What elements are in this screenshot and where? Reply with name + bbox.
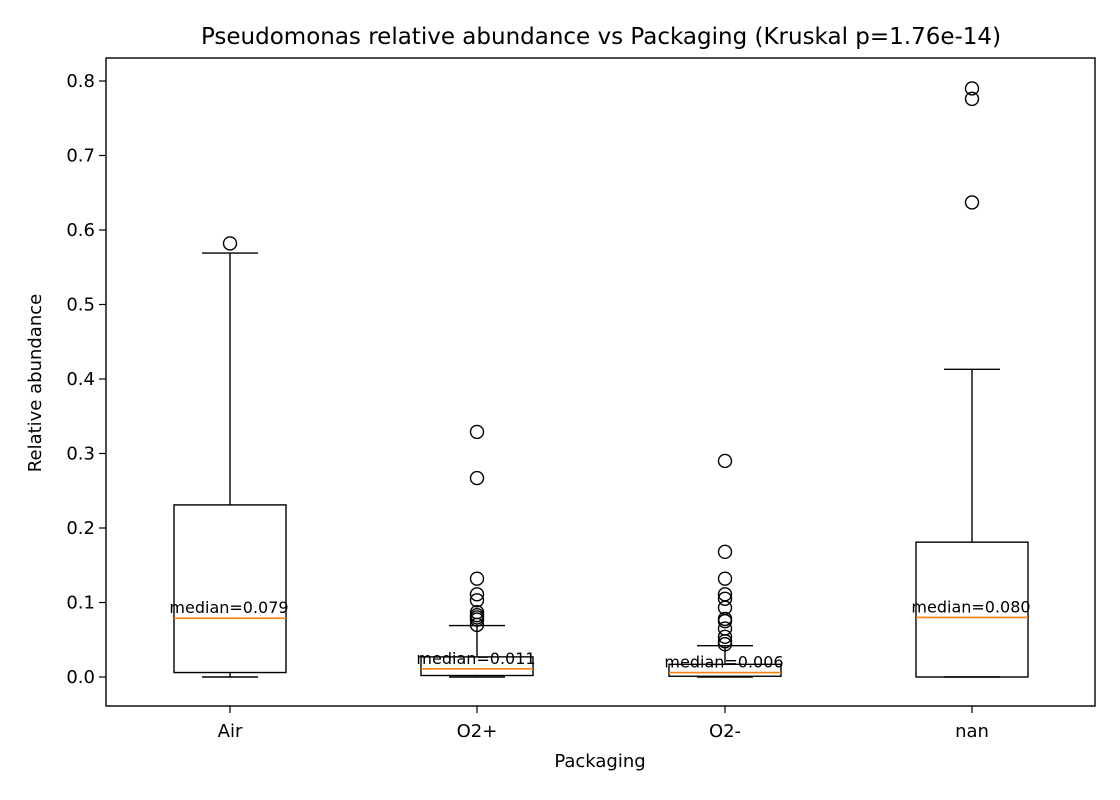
- x-axis: Air O2+ O2- nan: [218, 706, 989, 742]
- box-group-nan: median=0.080: [911, 81, 1031, 678]
- median-label: median=0.079: [169, 598, 288, 617]
- box: [915, 541, 1029, 678]
- y-tick-label: 0.7: [66, 146, 95, 167]
- x-tick-label: O2+: [457, 721, 498, 742]
- outlier-point: [717, 571, 733, 586]
- chart-title: Pseudomonas relative abundance vs Packag…: [201, 24, 1001, 50]
- box-group-O2-: median=0.006: [664, 453, 784, 678]
- outlier-point: [717, 621, 733, 636]
- box: [420, 656, 534, 677]
- y-tick-label: 0.3: [66, 444, 95, 465]
- x-axis-label: Packaging: [554, 751, 645, 772]
- y-tick-label: 0.2: [66, 518, 95, 539]
- box-group-O2+: median=0.011: [416, 424, 536, 678]
- box: [173, 504, 287, 674]
- y-tick-label: 0.8: [66, 71, 95, 92]
- y-tick-label: 0.4: [66, 369, 95, 390]
- outlier-point: [222, 236, 238, 251]
- y-axis: 0.0 0.1 0.2 0.3 0.4 0.5 0.6 0.7 0.8: [66, 71, 106, 688]
- box-group-Air: median=0.079: [169, 236, 289, 678]
- outlier-point: [469, 604, 485, 620]
- boxes: median=0.079 median=0.011 median=0.006 medi…: [169, 81, 1031, 678]
- outlier-point: [469, 470, 485, 486]
- y-tick-label: 0.6: [66, 220, 95, 241]
- median-label: median=0.011: [416, 649, 535, 668]
- outlier-point: [964, 81, 980, 96]
- outlier-point: [717, 629, 733, 644]
- x-tick-label: O2-: [709, 721, 741, 742]
- outlier-point: [469, 571, 485, 586]
- outlier-point: [469, 424, 485, 440]
- median-label: median=0.006: [664, 653, 783, 672]
- y-tick-label: 0.0: [66, 667, 95, 688]
- outlier-point: [964, 91, 980, 107]
- outlier-point: [717, 453, 733, 469]
- outlier-point: [717, 611, 733, 627]
- outlier-point: [717, 591, 733, 606]
- outlier-point: [717, 544, 733, 560]
- plot-frame: [105, 57, 1096, 707]
- y-tick-label: 0.1: [66, 593, 95, 614]
- y-tick-label: 0.5: [66, 295, 95, 316]
- x-tick-label: nan: [955, 721, 989, 742]
- outlier-point: [469, 587, 485, 602]
- y-axis-label: Relative abundance: [25, 294, 46, 472]
- x-tick-label: Air: [218, 721, 243, 742]
- outlier-point: [469, 593, 485, 608]
- median-label: median=0.080: [911, 597, 1030, 616]
- box: [668, 663, 782, 677]
- outlier-point: [717, 587, 733, 602]
- outlier-point: [964, 195, 980, 210]
